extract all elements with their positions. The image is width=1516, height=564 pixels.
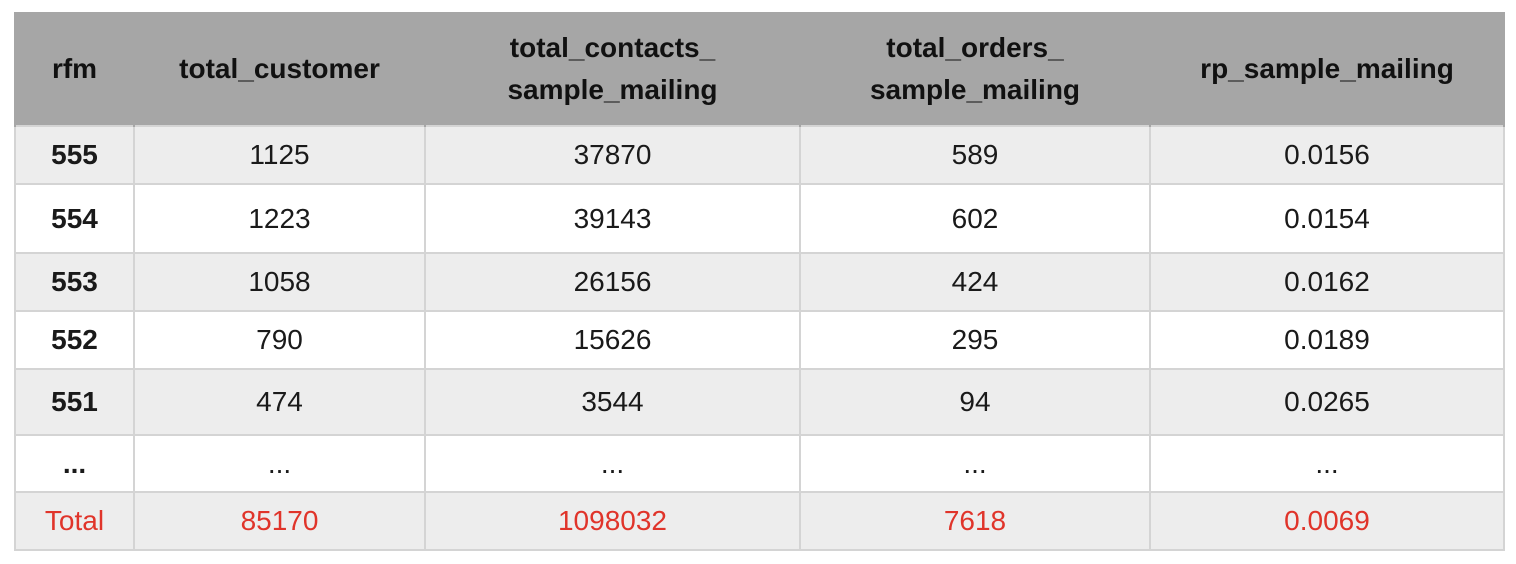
total-customer-cell: 474 bbox=[133, 368, 426, 436]
total-orders-cell: 295 bbox=[799, 310, 1151, 370]
table-row: 551 474 3544 94 0.0265 bbox=[14, 368, 1505, 436]
rfm-cell: 553 bbox=[14, 252, 135, 312]
total-label-cell: Total bbox=[14, 491, 135, 551]
total-orders-cell: 94 bbox=[799, 368, 1151, 436]
header-total-orders-sample-mailing: total_orders_ sample_mailing bbox=[799, 12, 1151, 126]
rfm-cell: 552 bbox=[14, 310, 135, 370]
total-rp-cell: 0.0069 bbox=[1149, 491, 1505, 551]
rp-cell: 0.0189 bbox=[1149, 310, 1505, 370]
total-orders-cell: 602 bbox=[799, 183, 1151, 254]
table-row: ... ... ... ... ... bbox=[14, 434, 1505, 493]
total-orders-cell: ... bbox=[799, 434, 1151, 493]
total-orders-sum-cell: 7618 bbox=[799, 491, 1151, 551]
rp-cell: ... bbox=[1149, 434, 1505, 493]
rfm-cell: 551 bbox=[14, 368, 135, 436]
total-customer-cell: ... bbox=[133, 434, 426, 493]
total-contacts-cell: 26156 bbox=[424, 252, 801, 312]
rfm-cell: 555 bbox=[14, 125, 135, 185]
total-orders-cell: 589 bbox=[799, 125, 1151, 185]
header-rp-sample-mailing: rp_sample_mailing bbox=[1149, 12, 1505, 126]
rfm-table-container: rfm total_customer total_contacts_ sampl… bbox=[14, 12, 1505, 551]
header-total-contacts-sample-mailing: total_contacts_ sample_mailing bbox=[424, 12, 801, 126]
total-contacts-cell: 37870 bbox=[424, 125, 801, 185]
rp-cell: 0.0154 bbox=[1149, 183, 1505, 254]
total-orders-cell: 424 bbox=[799, 252, 1151, 312]
rp-cell: 0.0156 bbox=[1149, 125, 1505, 185]
total-customer-cell: 1125 bbox=[133, 125, 426, 185]
header-rfm: rfm bbox=[14, 12, 135, 126]
header-total-customer: total_customer bbox=[133, 12, 426, 126]
table-row: 554 1223 39143 602 0.0154 bbox=[14, 183, 1505, 254]
total-contacts-sum-cell: 1098032 bbox=[424, 491, 801, 551]
rfm-cell: 554 bbox=[14, 183, 135, 254]
total-customer-sum-cell: 85170 bbox=[133, 491, 426, 551]
rfm-summary-table: rfm total_customer total_contacts_ sampl… bbox=[14, 12, 1505, 551]
rp-cell: 0.0162 bbox=[1149, 252, 1505, 312]
total-customer-cell: 1223 bbox=[133, 183, 426, 254]
total-row: Total 85170 1098032 7618 0.0069 bbox=[14, 491, 1505, 551]
rfm-cell: ... bbox=[14, 434, 135, 493]
total-contacts-cell: 15626 bbox=[424, 310, 801, 370]
total-customer-cell: 790 bbox=[133, 310, 426, 370]
table-row: 553 1058 26156 424 0.0162 bbox=[14, 252, 1505, 312]
header-row: rfm total_customer total_contacts_ sampl… bbox=[14, 12, 1505, 126]
table-row: 552 790 15626 295 0.0189 bbox=[14, 310, 1505, 370]
total-contacts-cell: 39143 bbox=[424, 183, 801, 254]
total-contacts-cell: 3544 bbox=[424, 368, 801, 436]
rp-cell: 0.0265 bbox=[1149, 368, 1505, 436]
total-contacts-cell: ... bbox=[424, 434, 801, 493]
total-customer-cell: 1058 bbox=[133, 252, 426, 312]
table-row: 555 1125 37870 589 0.0156 bbox=[14, 125, 1505, 185]
